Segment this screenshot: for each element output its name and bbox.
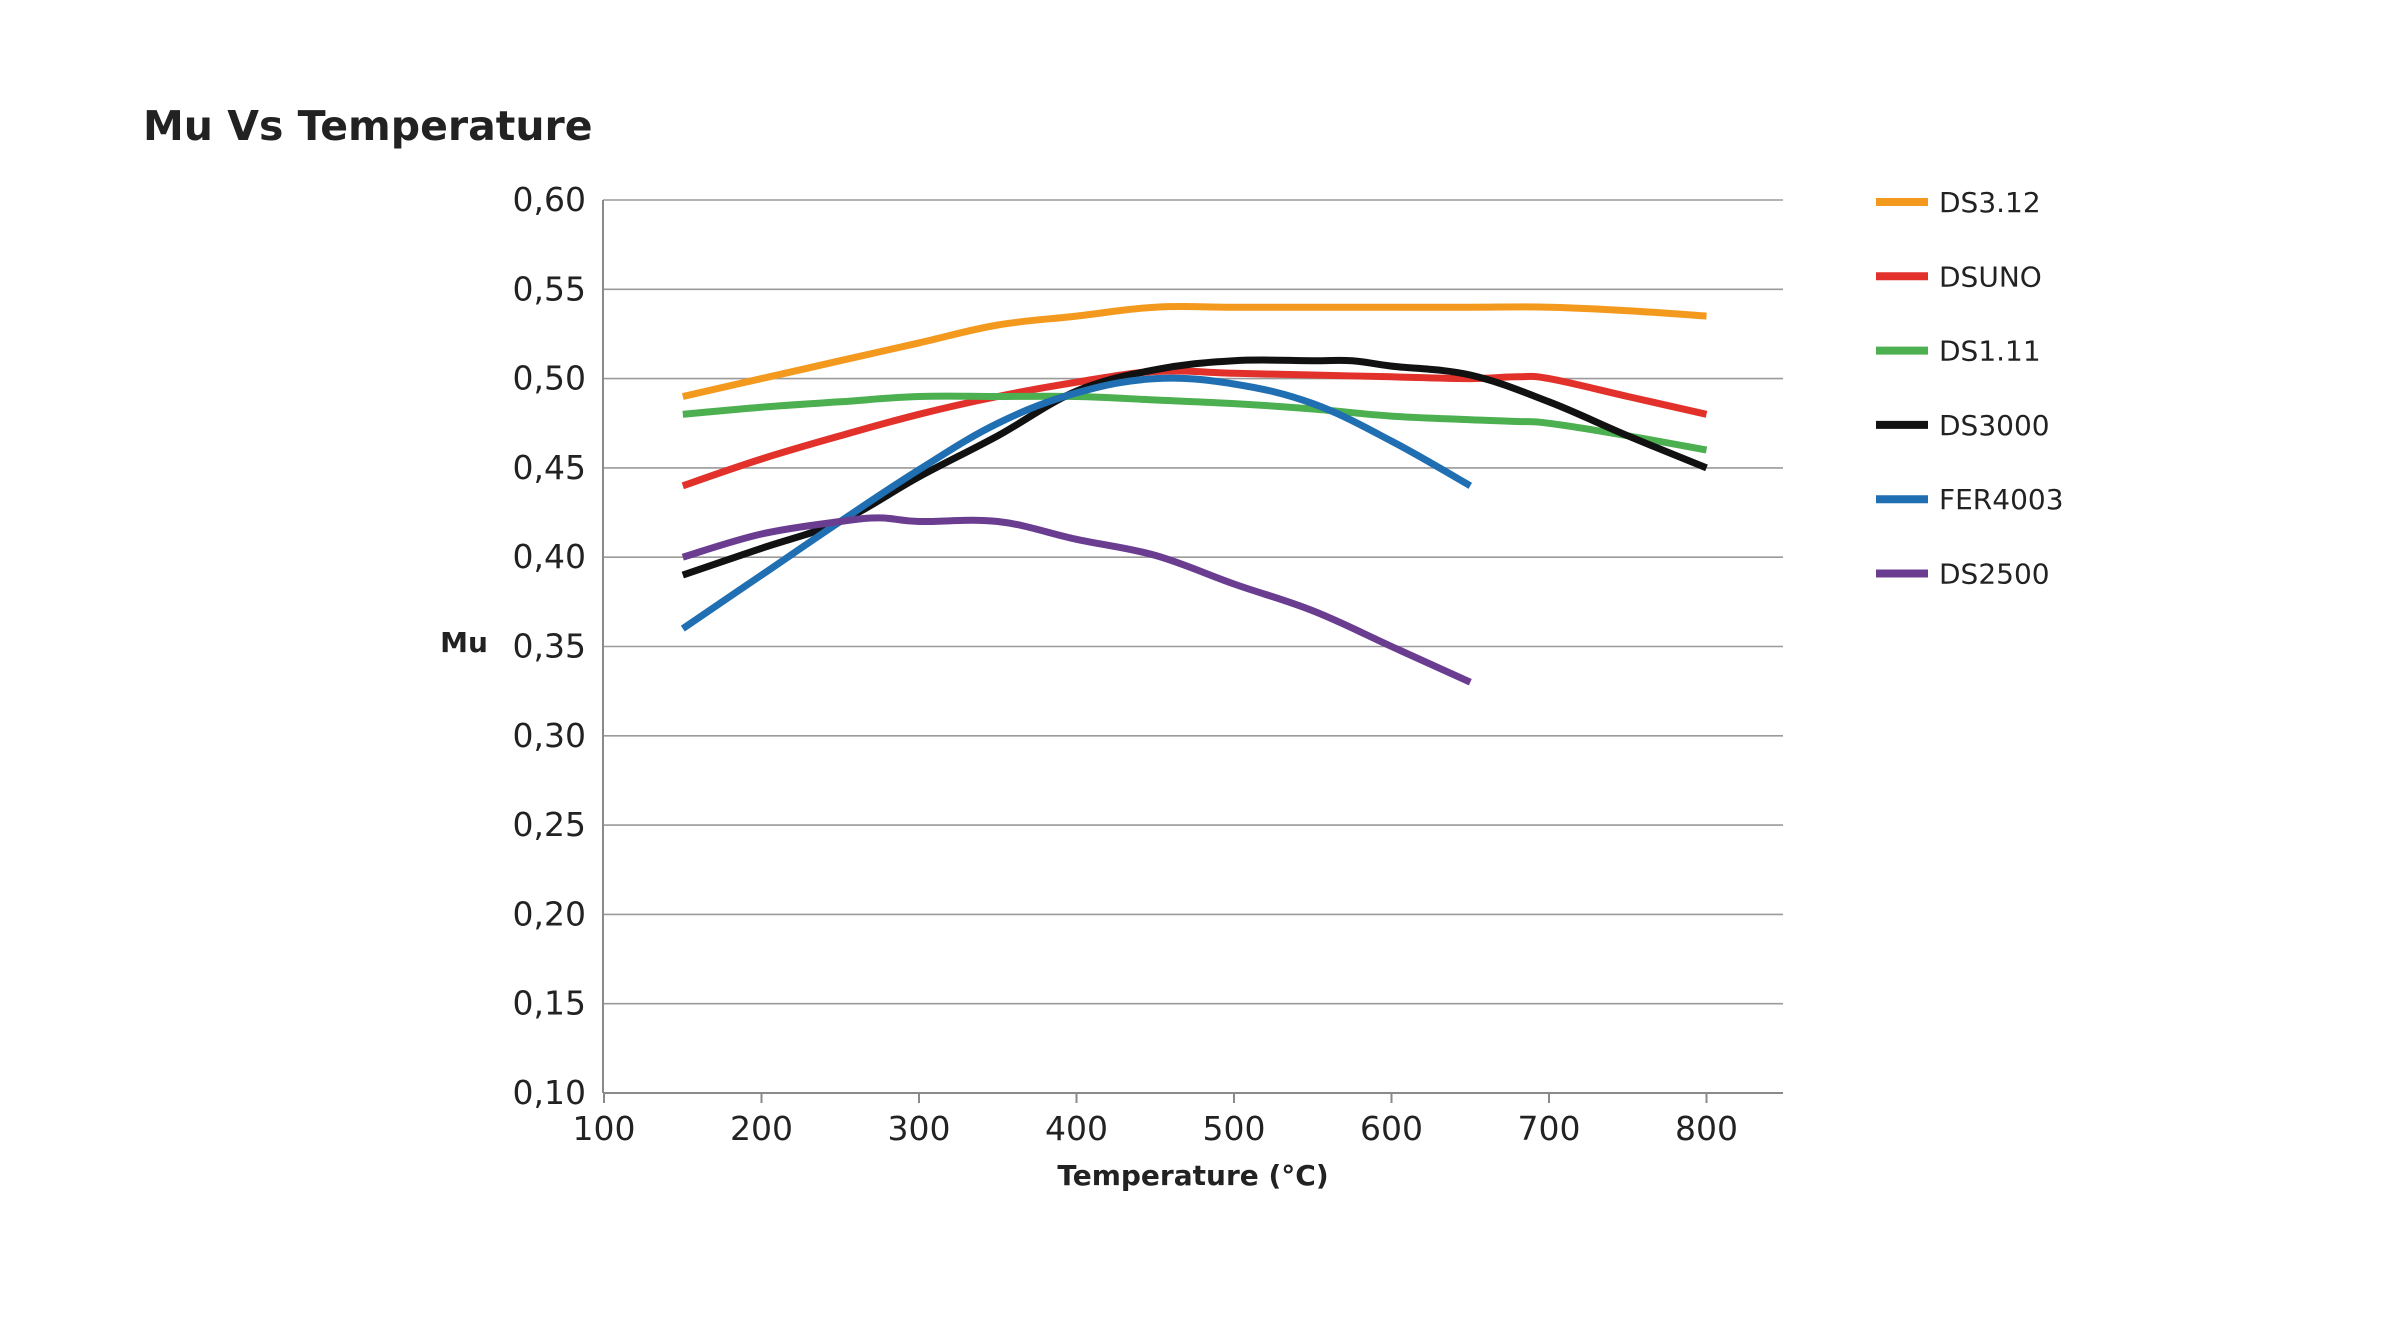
y-tick-label: 0,15 <box>513 984 586 1023</box>
x-tick-label: 300 <box>888 1109 951 1148</box>
y-tick-label: 0,40 <box>513 537 586 576</box>
y-tick-label: 0,10 <box>513 1073 586 1112</box>
x-tick-label: 500 <box>1203 1109 1266 1148</box>
legend-label: DS1.11 <box>1939 335 2041 368</box>
chart-title: Mu Vs Temperature <box>143 102 593 150</box>
x-tick-label: 100 <box>573 1109 636 1148</box>
y-tick-label: 0,45 <box>513 448 586 487</box>
axes: 0,10 0,15 0,20 0,25 0,30 0,35 0,40 0,45 0,50 0,55… <box>513 180 1783 1148</box>
y-tick-label: 0,35 <box>513 627 586 666</box>
y-axis-title: Mu <box>440 626 488 659</box>
y-tick-label: 0,20 <box>513 894 586 933</box>
series-line-ds1-11 <box>682 392 1708 454</box>
series-line-ds2500 <box>681 514 1472 686</box>
series-line-ds3-12 <box>682 302 1707 400</box>
y-tick-label: 0,30 <box>513 716 586 755</box>
grid <box>603 199 1783 1005</box>
legend-label: DS3.12 <box>1939 186 2041 219</box>
x-tick-label: 600 <box>1360 1109 1423 1148</box>
x-tick-label: 400 <box>1045 1109 1108 1148</box>
legend-label: DS2500 <box>1939 558 2050 591</box>
legend-label: FER4003 <box>1939 483 2064 516</box>
series-line-fer4003 <box>680 374 1473 632</box>
legend-label: DSUNO <box>1939 260 2042 293</box>
legend-label: DS3000 <box>1939 409 2050 442</box>
legend: DS3.12 DSUNO DS1.11 DS3000 FER4003 DS2500 <box>1876 186 2064 591</box>
y-tick-label: 0,60 <box>513 180 586 219</box>
x-tick-label: 700 <box>1518 1109 1581 1148</box>
y-tick-label: 0,55 <box>513 269 586 308</box>
x-tick-label: 200 <box>730 1109 793 1148</box>
x-tick-label: 800 <box>1675 1109 1738 1148</box>
y-tick-label: 0,25 <box>513 805 586 844</box>
series-lines <box>680 302 1708 686</box>
x-axis-title: Temperature (°C) <box>1057 1159 1328 1192</box>
series-line-dsuno <box>681 367 1708 490</box>
y-tick-label: 0,50 <box>513 359 586 398</box>
